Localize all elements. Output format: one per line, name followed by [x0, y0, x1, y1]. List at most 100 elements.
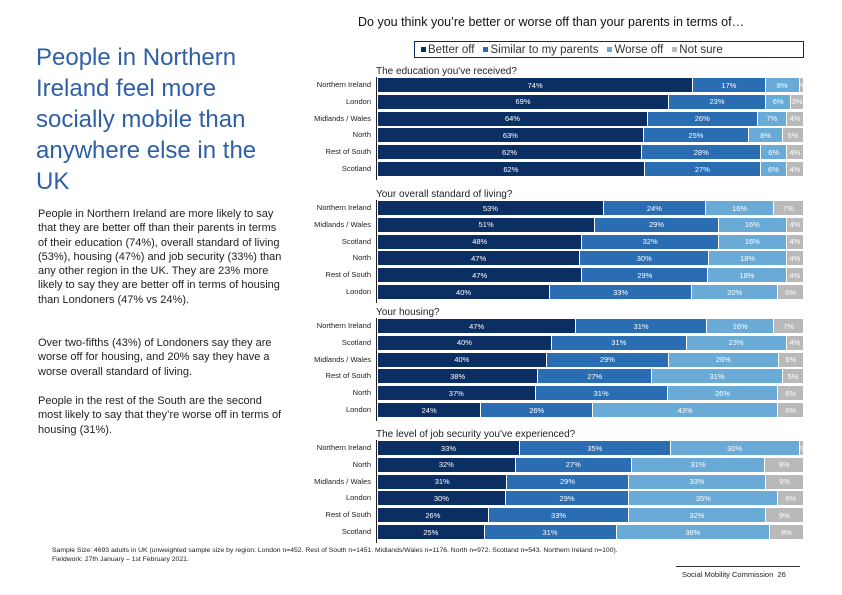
- bar-segment-better-off: 47%: [378, 319, 577, 333]
- category-axis: [376, 318, 377, 421]
- bar-row: 40% 33% 20% 6%: [378, 285, 804, 299]
- fieldwork-note: Fieldwork: 27th January – 1st February 2…: [52, 556, 189, 563]
- bar-row: 33%35%30%1%: [378, 441, 804, 455]
- category-label: North: [352, 130, 371, 140]
- bar-segment-not-sure: 9%: [765, 457, 804, 472]
- bar-segment-better-off: 63%: [378, 128, 644, 143]
- bar-segment-better-off: 47%: [378, 268, 583, 283]
- category-axis: [376, 440, 377, 543]
- category-label: Northern Ireland: [316, 80, 371, 89]
- bar-segment-not-sure: 6%: [778, 386, 804, 401]
- bar-row: 26% 33% 32% 9%: [378, 508, 804, 523]
- panel-title: Your housing?: [376, 307, 440, 318]
- bar-segment-worse-off: 18%: [708, 268, 787, 283]
- bar-segment-better-off: 48%: [378, 234, 583, 249]
- bar-segment-worse-off: 31%: [631, 457, 766, 472]
- bar-segment-similar-to-my-parents: 29%: [507, 474, 629, 489]
- bar-segment-not-sure: 4%: [786, 251, 804, 266]
- bar-segment-similar-to-my-parents: 31%: [576, 319, 707, 333]
- bar-segment-better-off: 24%: [378, 403, 482, 417]
- category-label: North: [352, 388, 371, 398]
- bar-row: 37% 31% 26% 6%: [378, 386, 804, 401]
- bar-segment-worse-off: 6%: [766, 94, 792, 109]
- paragraph-2: Over two-fifths (43%) of Londoners say t…: [38, 337, 272, 378]
- bar-segment-better-off: 53%: [378, 201, 604, 215]
- bar-segment-better-off: 30%: [378, 491, 506, 506]
- bar-segment-better-off: 62%: [378, 162, 645, 176]
- bar-segment-worse-off: 20%: [692, 285, 779, 299]
- bar-row: 53% 24% 16% 7%: [378, 201, 804, 215]
- legend-entry: Similar to my parents: [483, 44, 598, 56]
- bar-row: 47% 29% 18% 4%: [378, 268, 804, 283]
- bar-row: 63% 25% 8% 5%: [378, 128, 804, 143]
- category-label: London: [345, 96, 371, 106]
- bar-segment-better-off: 40%: [378, 335, 552, 350]
- bar-row: 30% 29% 35% 6%: [378, 491, 804, 506]
- bar-segment-better-off: 31%: [378, 474, 508, 489]
- bar-segment-similar-to-my-parents: 27%: [538, 369, 653, 384]
- legend-label: Similar to my parents: [490, 43, 599, 56]
- headline: People in Northern Ireland feel more soc…: [36, 44, 257, 195]
- bar-segment-not-sure: 9%: [766, 474, 804, 489]
- category-label: Scotland: [341, 236, 371, 246]
- bar-segment-not-sure: 1%: [799, 78, 804, 92]
- bar-segment-not-sure: 6%: [778, 285, 804, 299]
- legend-label: Worse off: [614, 43, 664, 56]
- footer-brand: Social Mobility Commission 26: [682, 570, 786, 579]
- bar-segment-better-off: 64%: [378, 111, 648, 126]
- bar-segment-better-off: 26%: [378, 508, 489, 523]
- bar-segment-better-off: 62%: [378, 145, 643, 160]
- bar-row: 64% 26% 7% 4%: [378, 111, 804, 126]
- bar-segment-similar-to-my-parents: 27%: [515, 457, 632, 472]
- bar-segment-worse-off: 23%: [686, 335, 787, 350]
- bar-segment-similar-to-my-parents: 24%: [603, 201, 706, 215]
- bar-segment-worse-off: 16%: [706, 201, 775, 215]
- legend-label: Not sure: [679, 43, 723, 56]
- panel-title: The education you've received?: [376, 66, 517, 77]
- legend-swatch: [421, 46, 426, 52]
- category-label: Northern Ireland: [316, 443, 371, 452]
- chart-legend: Better off Similar to my parents Worse off…: [414, 41, 804, 58]
- bar-segment-similar-to-my-parents: 31%: [484, 525, 617, 539]
- bar-segment-not-sure: 8%: [769, 525, 804, 539]
- bar-segment-worse-off: 33%: [628, 474, 767, 489]
- paragraph-1: People in Northern Ireland are more like…: [38, 208, 282, 306]
- category-axis: [376, 77, 377, 180]
- panel-title: The level of job security you've experie…: [376, 429, 576, 440]
- bar-segment-similar-to-my-parents: 33%: [488, 508, 630, 523]
- legend-entry: Better off: [421, 44, 474, 56]
- panel-title: Your overall standard of living?: [376, 189, 513, 200]
- bar-segment-not-sure: 9%: [765, 508, 804, 523]
- category-label: Midlands / Wales: [314, 354, 371, 364]
- bar-segment-not-sure: 4%: [787, 111, 804, 126]
- bar-segment-worse-off: 8%: [749, 128, 783, 143]
- category-axis: [376, 200, 377, 303]
- bar-segment-not-sure: 6%: [778, 491, 804, 506]
- bar-row: 38% 27% 31% 5%: [378, 369, 804, 384]
- category-label: North: [352, 253, 371, 263]
- category-label: London: [345, 287, 371, 296]
- bar-segment-better-off: 74%: [378, 78, 694, 92]
- bar-segment-similar-to-my-parents: 29%: [505, 491, 630, 506]
- bar-segment-not-sure: 1%: [799, 441, 804, 455]
- bar-row: 40% 31% 23% 4%: [378, 335, 804, 350]
- category-label: North: [352, 459, 371, 469]
- category-label: Scotland: [341, 337, 371, 347]
- bar-segment-similar-to-my-parents: 29%: [546, 352, 670, 367]
- bar-segment-worse-off: 7%: [757, 111, 788, 126]
- footnote: Sample Size: 4693 adults in UK (unweight…: [52, 546, 618, 564]
- bar-segment-better-off: 33%: [378, 441, 520, 455]
- category-label: Scotland: [341, 527, 371, 536]
- bar-segment-similar-to-my-parents: 31%: [535, 386, 668, 401]
- bar-segment-better-off: 25%: [378, 525, 485, 539]
- bar-segment-worse-off: 18%: [709, 251, 787, 266]
- legend-entry: Worse off: [607, 44, 663, 56]
- bar-segment-worse-off: 16%: [706, 319, 775, 333]
- sample-size-note: Sample Size: 4693 adults in UK (unweight…: [52, 547, 618, 554]
- bar-row: 51% 29% 16% 4%: [378, 217, 804, 232]
- bar-segment-worse-off: 6%: [760, 162, 787, 176]
- bar-segment-better-off: 40%: [378, 352, 547, 367]
- category-label: Rest of South: [325, 510, 371, 520]
- bar-segment-not-sure: 7%: [774, 319, 804, 333]
